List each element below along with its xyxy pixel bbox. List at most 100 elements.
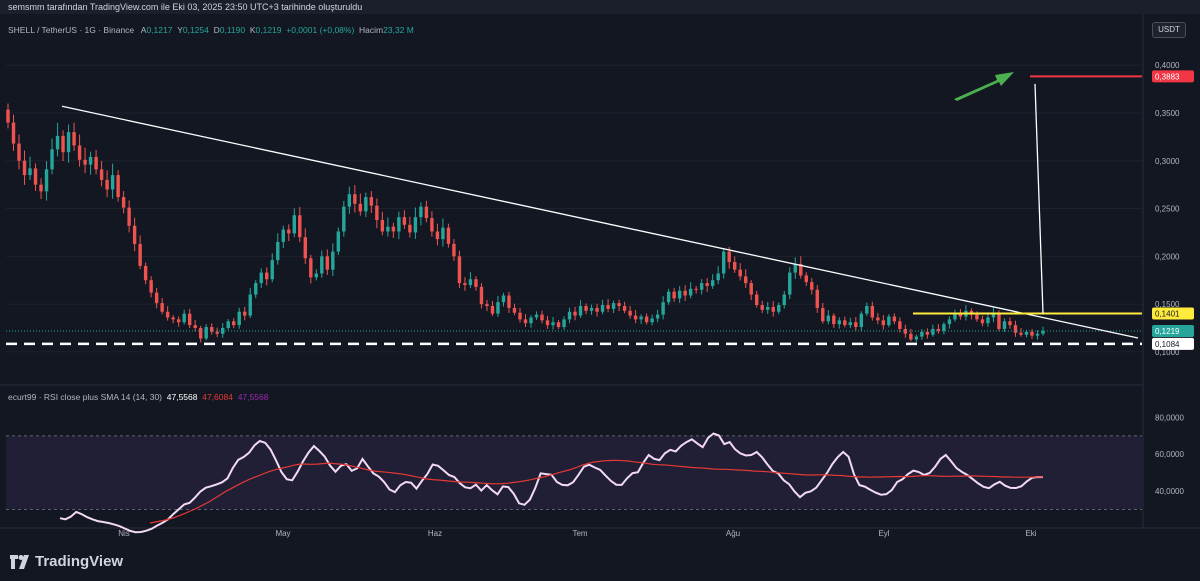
rsi-value: 47,5568	[166, 392, 198, 402]
candle-body	[584, 306, 588, 311]
candle-body	[749, 283, 753, 295]
candle-body	[364, 197, 368, 212]
change-value: +0,0001 (+0,08%)	[286, 25, 355, 35]
candle-body	[77, 145, 82, 160]
candle-body	[661, 302, 665, 315]
candle-body	[540, 314, 544, 321]
rsi-band	[6, 435, 1142, 510]
candle-body	[556, 322, 561, 328]
candle-body	[716, 273, 720, 281]
candle-body	[699, 283, 704, 290]
candle-body	[474, 279, 478, 287]
price-tick-label: 0,2000	[1155, 252, 1180, 261]
candle-body	[920, 331, 924, 337]
candle-body	[276, 241, 280, 261]
candle-body	[672, 291, 676, 299]
candle-body	[738, 269, 742, 277]
candle-body	[270, 260, 274, 280]
rsi-tick-label: 80,0000	[1155, 413, 1184, 422]
currency-button[interactable]: USDT	[1152, 22, 1186, 38]
candle-body	[705, 283, 709, 286]
candle-body	[523, 319, 528, 324]
candle-body	[507, 295, 511, 308]
candle-body	[424, 206, 429, 219]
price-axis[interactable]: 0,4000 0,3500 0,3000 0,2500 0,2000 0,1500 0,10…	[1152, 61, 1194, 357]
candle-body	[325, 256, 330, 270]
candle-body	[870, 306, 875, 318]
open-label: A	[140, 25, 147, 35]
volume-value: 23,32 M	[383, 25, 414, 35]
candle-body	[281, 229, 285, 242]
last-price-tag-bg	[1152, 324, 1194, 337]
candle-body	[876, 317, 880, 321]
candle-body	[925, 331, 930, 335]
candle-body	[83, 159, 87, 165]
candle-body	[336, 231, 341, 252]
candle-body	[110, 175, 115, 190]
candle-body	[419, 206, 423, 218]
tradingview-logo[interactable]: TradingView	[10, 553, 123, 570]
time-tick-label: Nis	[118, 529, 130, 538]
candle-body	[611, 303, 616, 309]
candle-body	[1035, 333, 1040, 336]
candle-body	[149, 280, 153, 293]
candle-body	[1008, 321, 1012, 326]
candles	[6, 103, 1045, 343]
rsi-ma-line	[149, 459, 1043, 524]
candle-body	[386, 226, 390, 232]
candle-body	[865, 306, 869, 314]
candle-body	[799, 263, 803, 276]
projection-line	[1034, 83, 1044, 314]
candle-body	[826, 315, 830, 322]
candle-body	[777, 305, 781, 312]
candle-body	[121, 197, 126, 208]
candle-body	[589, 307, 594, 311]
candle-body	[39, 184, 43, 192]
candle-body	[259, 272, 263, 284]
candle-body	[452, 243, 456, 257]
candle-body	[496, 302, 500, 314]
chart-frame[interactable]	[0, 14, 1200, 548]
time-axis[interactable]: Nis May Haz Tem Ağu Eyl Eki	[118, 529, 1037, 538]
symbol-label[interactable]: SHELL / TetherUS · 1G · Binance	[8, 25, 135, 35]
candle-body	[99, 169, 104, 180]
candle-body	[986, 317, 990, 324]
candle-body	[198, 327, 203, 339]
candle-body	[914, 336, 919, 340]
candle-body	[182, 313, 186, 323]
price-tick-label: 0,2500	[1155, 205, 1180, 214]
candle-body	[94, 156, 98, 170]
candle-body	[1030, 331, 1034, 336]
target-price-tag-bg	[1152, 70, 1194, 83]
price-legend: SHELL / TetherUS · 1G · Binance A0,1217 …	[8, 25, 414, 35]
candle-body	[44, 169, 49, 192]
tradingview-brand: TradingView	[35, 553, 124, 570]
candle-body	[655, 314, 660, 319]
rsi-name[interactable]: ecurt99 · RSI close plus SMA 14 (14, 30)	[8, 392, 163, 402]
candle-body	[1013, 325, 1018, 333]
chart-canvas[interactable]: 0,4000 0,3500 0,3000 0,2500 0,2000 0,1500 0,10…	[0, 0, 1200, 548]
candle-body	[810, 282, 814, 290]
candle-body	[413, 217, 418, 233]
candle-body	[958, 313, 963, 317]
high-label: Y	[177, 25, 183, 35]
overlays	[6, 72, 1142, 346]
candle-body	[446, 227, 451, 244]
candle-body	[975, 314, 979, 320]
candle-body	[160, 303, 164, 312]
open-value: 0,1217	[146, 25, 173, 35]
candle-body	[821, 307, 825, 322]
candle-body	[595, 307, 599, 312]
candle-body	[171, 317, 175, 320]
rsi-tick-label: 40,0000	[1155, 487, 1184, 496]
candle-body	[165, 311, 170, 318]
candle-body	[50, 149, 54, 170]
candle-body	[391, 226, 396, 232]
candle-body	[457, 256, 462, 284]
candle-body	[688, 288, 693, 296]
candle-body	[380, 220, 385, 232]
resistance-price-tag: 0,1401	[1155, 310, 1180, 319]
candle-body	[512, 307, 517, 313]
candle-body	[755, 294, 759, 306]
candle-body	[254, 283, 258, 295]
